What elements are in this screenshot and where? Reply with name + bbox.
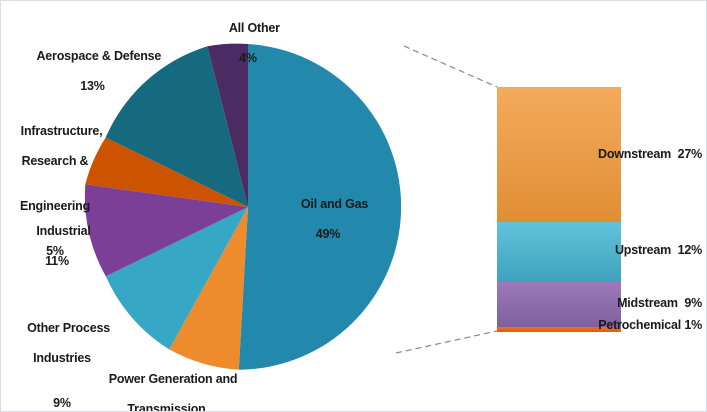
pie-slice-infrastructure[interactable] <box>85 137 248 208</box>
bar-label-upstream: Upstream 12% <box>614 243 702 257</box>
pie-label-power-generation-line2: Transmission <box>127 402 206 412</box>
bar-segment-upstream[interactable] <box>497 222 621 282</box>
bar-label-midstream: Midstream 9% <box>617 296 702 310</box>
pie-label-industrial: Industrial 11% <box>5 209 109 299</box>
bar-label-petrochemical: Petrochemical 1% <box>598 318 702 332</box>
callout-connectors <box>395 45 498 354</box>
pie-slice-all-other[interactable] <box>207 43 249 207</box>
pie-label-other-process-industries: Other Process Industries 9% <box>3 306 121 411</box>
pie-label-industrial-name: Industrial <box>36 224 91 238</box>
bar-segment-midstream[interactable] <box>497 282 621 327</box>
pie-label-industrial-value: 11% <box>45 254 69 268</box>
pie-label-infrastructure-line1: Infrastructure, <box>20 124 103 138</box>
pie-label-aerospace-defense-value: 13% <box>80 79 105 93</box>
pie-label-oil-and-gas: Oil and Gas 49% <box>278 182 378 272</box>
pie-label-all-other-value: 4% <box>239 51 257 65</box>
pie-slice-other-process-industries[interactable] <box>105 207 248 350</box>
pie-slice-industrial[interactable] <box>84 184 248 277</box>
pie-label-other-process-value: 9% <box>53 396 71 410</box>
pie-label-aerospace-defense: Aerospace & Defense 13% <box>5 34 180 124</box>
pie-label-aerospace-defense-name: Aerospace & Defense <box>36 49 162 63</box>
pie-slice-aerospace-defense[interactable] <box>105 46 248 208</box>
pie-label-all-other-name: All Other <box>228 21 280 35</box>
pie-slice-power-generation[interactable] <box>169 207 248 370</box>
callout-line-top <box>403 45 498 88</box>
breakout-bar <box>497 87 621 332</box>
pie-label-infrastructure-line2: Research & <box>21 154 89 168</box>
pie <box>84 43 402 370</box>
pie-label-infrastructure-line3: Engineering <box>19 199 91 213</box>
bar-segment-petrochemical[interactable] <box>497 327 621 332</box>
pie-label-oil-and-gas-value: 49% <box>315 227 341 241</box>
pie-label-oil-and-gas-name: Oil and Gas <box>300 197 369 211</box>
pie-slice-oil-and-gas[interactable] <box>238 44 402 370</box>
bar-label-downstream: Downstream 27% <box>598 147 702 161</box>
pie-label-infrastructure: Infrastructure, Research & Engineering 5… <box>1 109 109 289</box>
pie-label-power-generation: Power Generation and Transmission 9% <box>75 357 258 412</box>
callout-line-bottom <box>395 330 498 354</box>
pie-label-power-generation-line1: Power Generation and <box>108 372 238 386</box>
bar-segment-downstream[interactable] <box>497 87 621 222</box>
pie-label-all-other: All Other 4% <box>177 6 319 96</box>
pie-label-infrastructure-value: 5% <box>46 244 64 258</box>
pie-label-other-process-line2: Industries <box>33 351 91 365</box>
pie-label-other-process-line1: Other Process <box>27 321 110 335</box>
